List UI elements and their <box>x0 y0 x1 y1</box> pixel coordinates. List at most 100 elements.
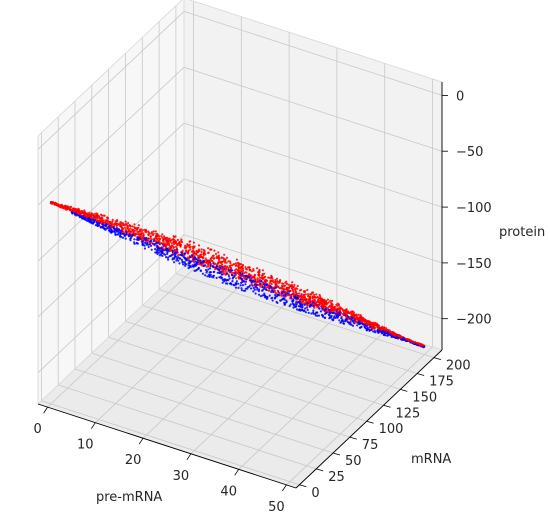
point-series-a <box>323 302 326 305</box>
x-tick-mark <box>282 484 287 492</box>
point-series-a <box>263 272 266 275</box>
point-series-a <box>298 292 301 295</box>
point-series-b <box>166 247 169 250</box>
point-series-b <box>268 294 271 297</box>
point-series-b <box>204 274 207 277</box>
point-series-b <box>377 331 380 334</box>
gridline-z-left <box>37 234 185 373</box>
point-series-a <box>77 207 80 210</box>
point-series-a <box>83 209 86 212</box>
point-series-a <box>183 246 186 249</box>
point-series-a <box>132 229 135 232</box>
point-series-a <box>271 280 274 283</box>
point-series-a <box>353 317 356 320</box>
axes-panes <box>38 0 442 488</box>
point-series-b <box>178 262 181 265</box>
point-series-a <box>123 226 126 229</box>
point-series-a <box>153 237 156 240</box>
point-series-a <box>260 274 263 277</box>
point-series-b <box>299 302 302 305</box>
point-series-a <box>162 239 165 242</box>
point-series-b <box>101 222 104 226</box>
point-series-a <box>93 216 96 219</box>
z-tick-label: −150 <box>456 257 492 272</box>
point-series-a <box>188 243 191 246</box>
point-series-a <box>259 278 262 282</box>
point-series-a <box>134 232 137 235</box>
point-series-a <box>274 282 277 285</box>
point-series-b <box>366 324 369 327</box>
point-series-a <box>95 219 98 222</box>
point-series-a <box>149 235 153 238</box>
point-series-a <box>223 260 226 263</box>
point-series-b <box>166 256 169 259</box>
point-series-a <box>348 315 352 319</box>
point-series-b <box>256 288 259 291</box>
x-tick-mark <box>138 437 144 445</box>
point-series-a <box>337 303 340 306</box>
point-series-a <box>412 340 415 343</box>
point-series-b <box>289 303 292 306</box>
point-series-a <box>392 332 396 335</box>
point-series-b <box>123 234 126 238</box>
point-series-a <box>262 281 265 284</box>
point-series-a <box>86 215 89 219</box>
z-tick-label: −100 <box>456 201 492 216</box>
point-series-b <box>175 259 178 262</box>
point-series-a <box>160 235 163 238</box>
point-series-a <box>261 269 264 272</box>
point-series-a <box>84 213 87 216</box>
point-series-b <box>287 290 290 293</box>
point-series-a <box>256 277 259 280</box>
point-series-a <box>211 259 214 262</box>
point-series-a <box>230 271 233 274</box>
point-series-a <box>212 254 215 257</box>
point-series-a <box>311 297 314 300</box>
point-series-a <box>176 238 179 242</box>
point-series-a <box>142 233 145 237</box>
point-series-a <box>312 303 315 306</box>
point-series-b <box>173 256 176 259</box>
point-series-a <box>172 243 175 246</box>
point-series-b <box>329 315 332 318</box>
point-series-b <box>307 311 310 314</box>
point-series-a <box>137 233 140 236</box>
point-series-a <box>127 230 130 233</box>
point-series-a <box>100 217 104 220</box>
point-series-a <box>352 310 355 313</box>
point-series-b <box>79 215 82 218</box>
point-series-a <box>316 296 319 299</box>
point-series-a <box>389 331 392 334</box>
point-series-b <box>392 335 395 338</box>
point-series-a <box>225 267 228 270</box>
point-series-b <box>143 237 146 240</box>
point-series-b <box>161 251 164 254</box>
point-series-b <box>378 329 381 332</box>
y-tick-label: 0 <box>311 486 319 501</box>
point-series-b <box>319 310 322 313</box>
point-series-b <box>142 243 145 246</box>
z-tick-label: 0 <box>456 89 464 104</box>
point-series-a <box>319 295 322 298</box>
point-series-a <box>278 281 281 284</box>
point-series-b <box>244 280 248 283</box>
point-series-a <box>308 295 311 298</box>
point-series-a <box>64 204 67 207</box>
point-series-a <box>67 205 70 208</box>
point-series-a <box>195 249 198 253</box>
gridline-y-floor <box>58 384 317 470</box>
point-series-b <box>232 276 235 279</box>
point-series-a <box>165 236 168 239</box>
point-series-a <box>56 203 59 206</box>
point-series-a <box>170 242 173 245</box>
point-series-b <box>270 290 273 294</box>
point-series-a <box>269 280 272 283</box>
point-series-b <box>200 261 203 264</box>
point-series-a <box>71 209 74 212</box>
point-series-a <box>133 223 136 226</box>
point-series-a <box>342 313 345 316</box>
point-series-a <box>223 265 226 269</box>
point-series-b <box>340 319 344 322</box>
point-series-a <box>355 316 358 319</box>
point-series-a <box>131 225 134 228</box>
